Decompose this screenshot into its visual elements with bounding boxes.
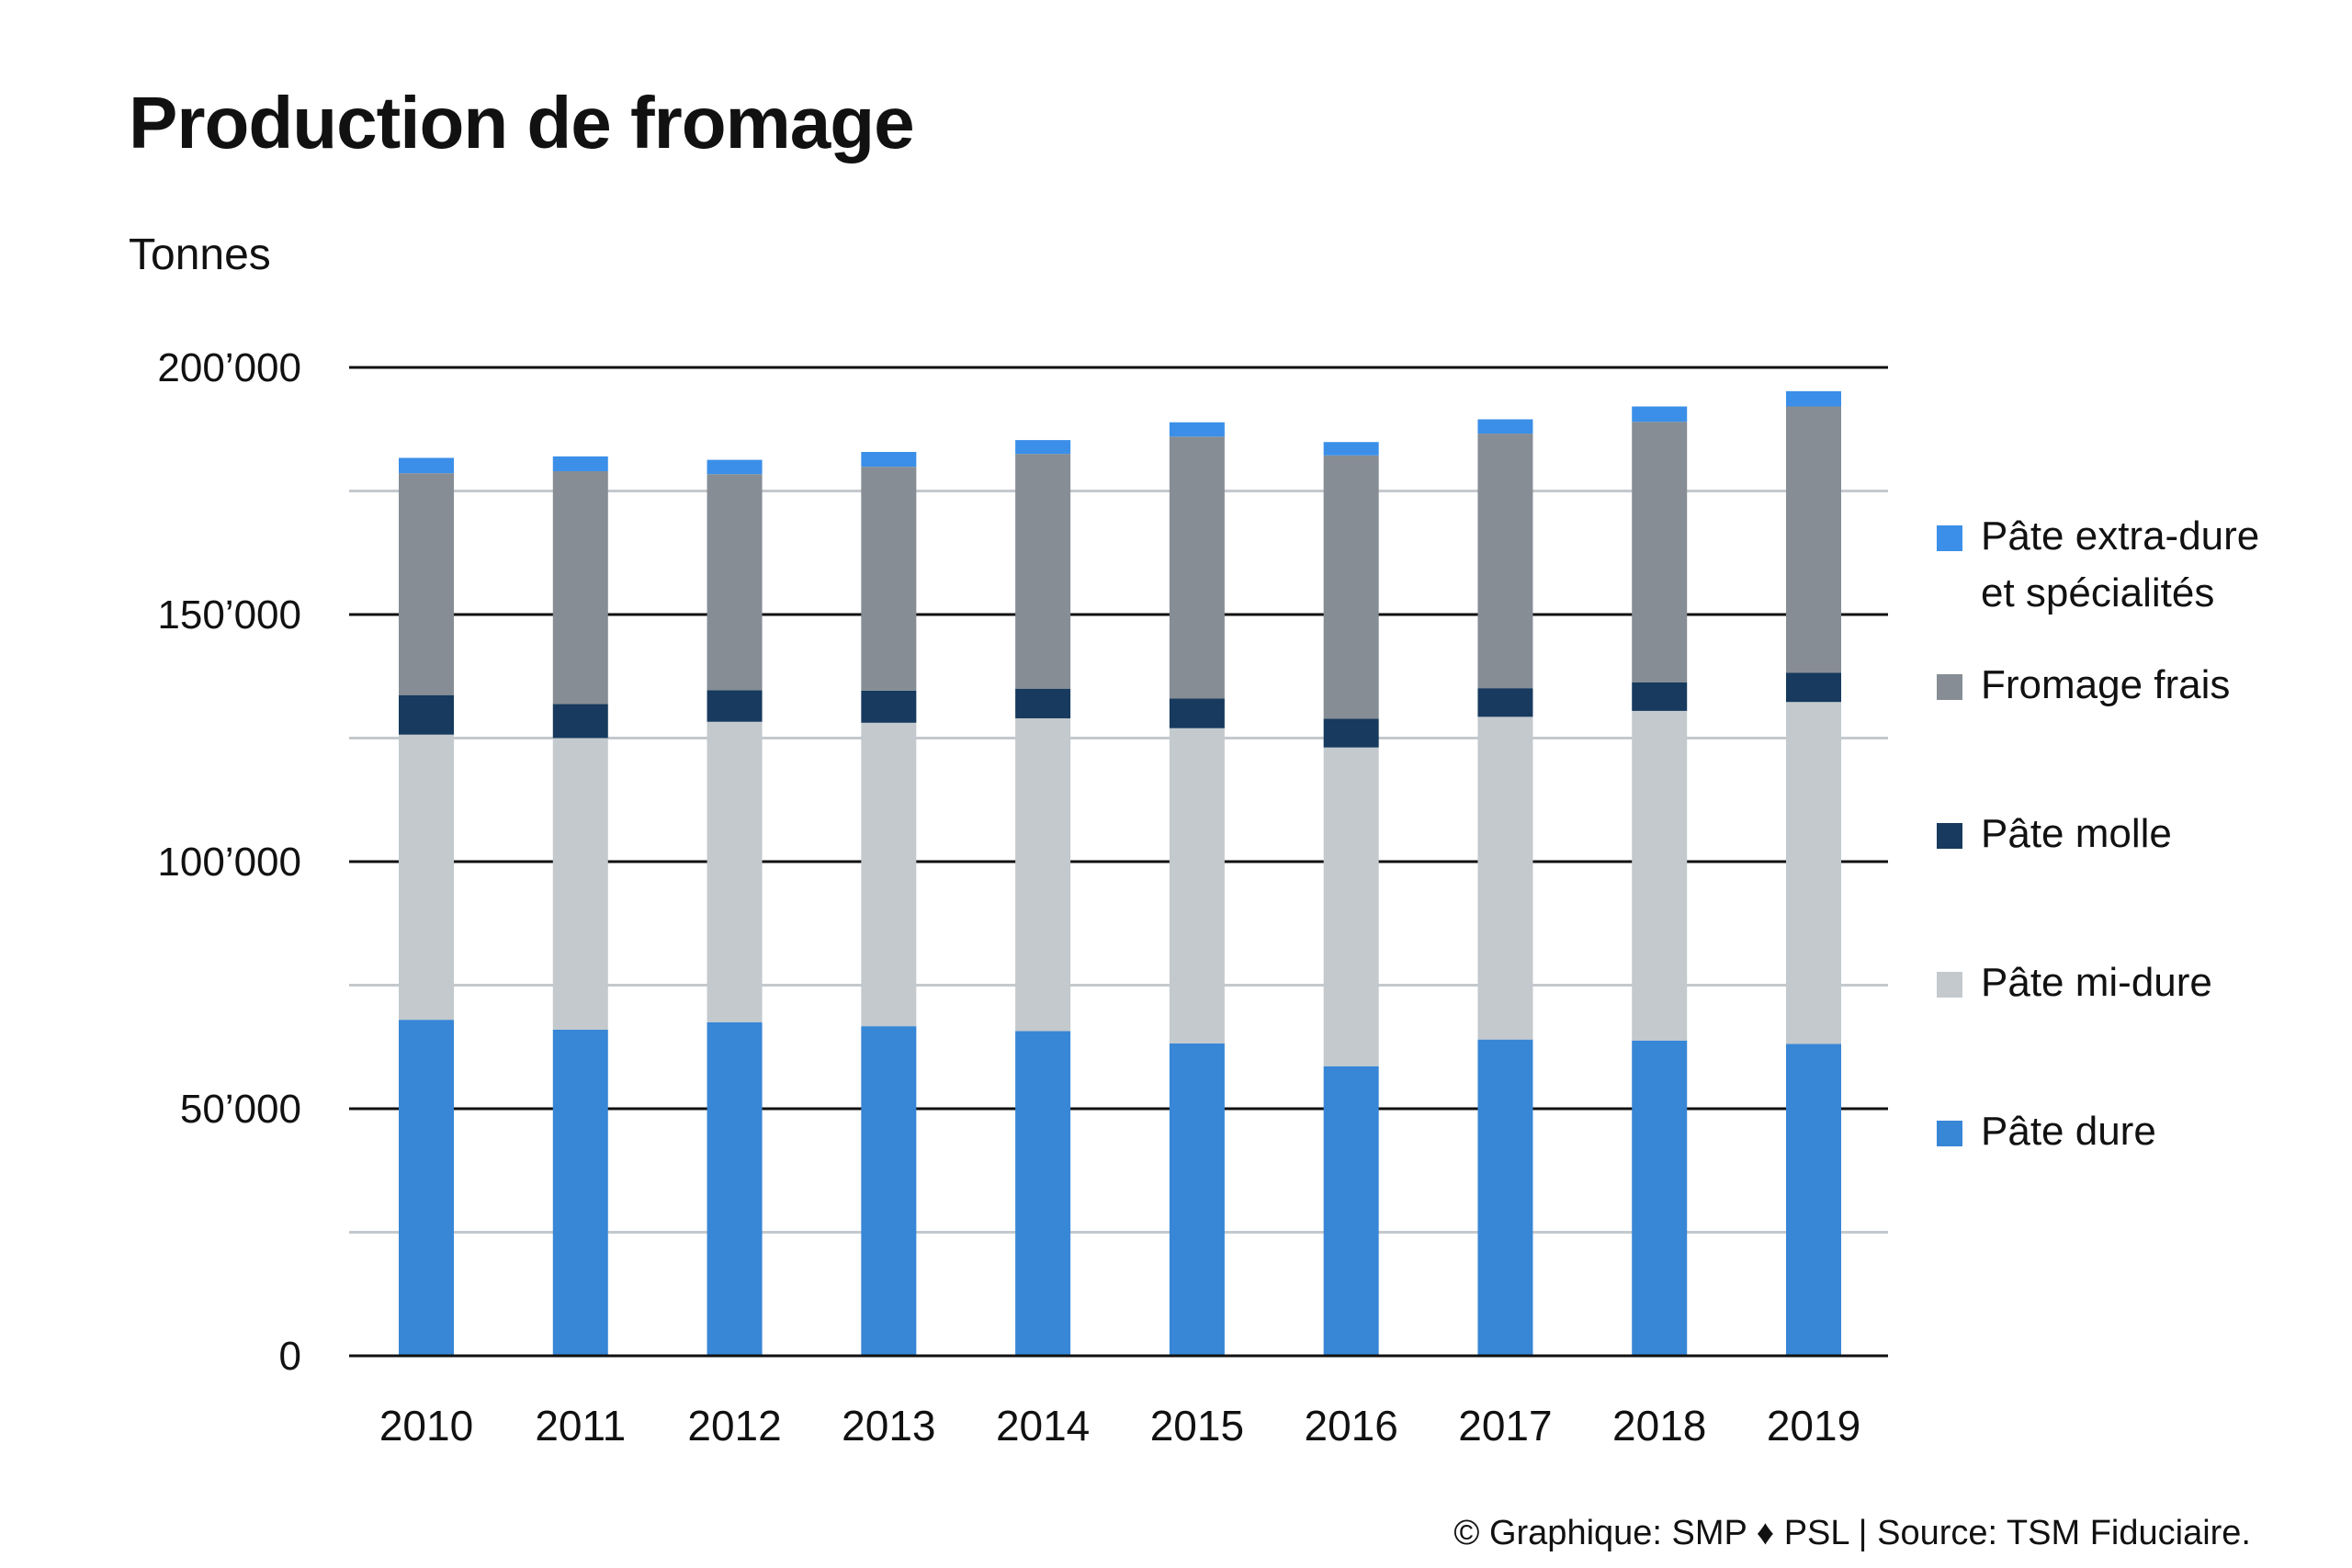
- legend-swatch: [1937, 674, 1962, 700]
- legend-swatch: [1937, 823, 1962, 849]
- y-tick-label: 100’000: [157, 840, 301, 885]
- bar-segment-p-te-mi-dure-2018: [1632, 710, 1688, 1041]
- bar-segment-fromage-frais-2018: [1632, 422, 1688, 682]
- bar-segment-p-te-extra-dure-et-sp-cialit-s-2013: [861, 451, 917, 468]
- legend: Pâte extra-dure et spécialités Fromage fra…: [1937, 513, 2259, 1154]
- legend-label: Fromage frais: [1981, 662, 2230, 707]
- x-axis-ticks: 2010 2011 2012 2013 2014 2015 2016 2017 2018 2019: [379, 1402, 1860, 1450]
- y-tick-label: 0: [279, 1334, 301, 1379]
- x-tick-label-2012: 2012: [687, 1402, 781, 1450]
- legend-swatch: [1937, 525, 1962, 551]
- x-tick-label-2017: 2017: [1458, 1402, 1552, 1450]
- bar-segment-p-te-extra-dure-et-sp-cialit-s-2016: [1323, 442, 1379, 456]
- bar-segment-p-te-mi-dure-2015: [1169, 728, 1225, 1043]
- bar-segment-fromage-frais-2012: [707, 474, 763, 691]
- bar-segment-p-te-extra-dure-et-sp-cialit-s-2014: [1015, 440, 1071, 455]
- bar-segment-p-te-dure-2019: [1786, 1043, 1841, 1356]
- bar-segment-p-te-mi-dure-2014: [1015, 717, 1071, 1032]
- bar-segment-p-te-molle-2014: [1015, 688, 1071, 718]
- bar-segment-p-te-molle-2016: [1323, 718, 1379, 748]
- bar-segment-p-te-dure-2017: [1477, 1039, 1533, 1356]
- bar-segment-p-te-dure-2015: [1169, 1043, 1225, 1356]
- bar-segment-p-te-molle-2013: [861, 690, 917, 723]
- x-tick-label-2019: 2019: [1767, 1402, 1860, 1450]
- bar-segment-p-te-extra-dure-et-sp-cialit-s-2010: [399, 457, 454, 474]
- bar-segment-p-te-mi-dure-2011: [552, 738, 608, 1030]
- bar-segment-p-te-dure-2010: [399, 1020, 454, 1356]
- bar-segment-p-te-dure-2014: [1015, 1031, 1071, 1356]
- bar-segment-p-te-mi-dure-2012: [707, 721, 763, 1022]
- legend-label: Pâte dure: [1981, 1109, 2156, 1154]
- bar-segment-fromage-frais-2017: [1477, 434, 1533, 689]
- legend-label: Pâte extra-dure: [1981, 513, 2259, 558]
- bar-segment-p-te-molle-2019: [1786, 672, 1841, 703]
- legend-label: et spécialités: [1981, 570, 2214, 615]
- bar-segment-p-te-molle-2018: [1632, 682, 1688, 711]
- bar-segment-p-te-mi-dure-2017: [1477, 716, 1533, 1040]
- chart-title: Production de fromage: [129, 82, 915, 164]
- y-tick-label: 50’000: [180, 1087, 301, 1132]
- bar-segment-p-te-mi-dure-2010: [399, 734, 454, 1021]
- bar-segment-p-te-molle-2017: [1477, 688, 1533, 717]
- bar-segment-p-te-mi-dure-2013: [861, 722, 917, 1027]
- bar-segment-p-te-molle-2012: [707, 690, 763, 722]
- bar-segment-fromage-frais-2014: [1015, 454, 1071, 689]
- bar-segment-p-te-extra-dure-et-sp-cialit-s-2011: [552, 456, 608, 471]
- bar-segment-p-te-dure-2013: [861, 1026, 917, 1356]
- bars: [349, 390, 1888, 1358]
- bar-segment-p-te-extra-dure-et-sp-cialit-s-2019: [1786, 390, 1841, 407]
- bar-segment-p-te-molle-2011: [552, 704, 608, 739]
- bar-segment-fromage-frais-2011: [552, 470, 608, 705]
- legend-swatch: [1937, 1121, 1962, 1146]
- y-tick-label: 200’000: [157, 345, 301, 390]
- bar-segment-p-te-extra-dure-et-sp-cialit-s-2018: [1632, 406, 1688, 423]
- bar-segment-fromage-frais-2015: [1169, 436, 1225, 699]
- x-tick-label-2015: 2015: [1150, 1402, 1244, 1450]
- y-tick-label: 150’000: [157, 592, 301, 637]
- bar-segment-p-te-extra-dure-et-sp-cialit-s-2017: [1477, 419, 1533, 434]
- legend-label: Pâte mi-dure: [1981, 960, 2212, 1005]
- source-credit: © Graphique: SMP ♦ PSL | Source: TSM Fid…: [1453, 1514, 2251, 1552]
- x-tick-label-2010: 2010: [379, 1402, 473, 1450]
- bar-segment-p-te-mi-dure-2016: [1323, 747, 1379, 1066]
- x-tick-label-2011: 2011: [535, 1402, 626, 1450]
- bar-segment-p-te-dure-2018: [1632, 1040, 1688, 1356]
- legend-label: Pâte molle: [1981, 811, 2172, 856]
- bar-segment-p-te-dure-2012: [707, 1021, 763, 1356]
- x-tick-label-2016: 2016: [1304, 1402, 1397, 1450]
- bar-segment-fromage-frais-2016: [1323, 455, 1379, 719]
- y-axis-ticks: 0 50’000 100’000 150’000 200’000: [157, 345, 301, 1379]
- x-tick-label-2018: 2018: [1612, 1402, 1706, 1450]
- bar-segment-fromage-frais-2010: [399, 473, 454, 695]
- x-tick-label-2014: 2014: [996, 1402, 1090, 1450]
- bar-segment-p-te-dure-2016: [1323, 1066, 1379, 1356]
- bar-segment-p-te-dure-2011: [552, 1029, 608, 1356]
- bar-segment-p-te-molle-2015: [1169, 698, 1225, 728]
- bar-segment-fromage-frais-2013: [861, 467, 917, 691]
- y-axis-unit-label: Tonnes: [129, 231, 271, 279]
- bar-segment-p-te-molle-2010: [399, 694, 454, 735]
- bar-segment-p-te-extra-dure-et-sp-cialit-s-2012: [707, 459, 763, 475]
- legend-swatch: [1937, 972, 1962, 998]
- bar-segment-p-te-mi-dure-2019: [1786, 702, 1841, 1044]
- x-tick-label-2013: 2013: [842, 1402, 935, 1450]
- bar-segment-p-te-extra-dure-et-sp-cialit-s-2015: [1169, 422, 1225, 437]
- bar-segment-fromage-frais-2019: [1786, 406, 1841, 673]
